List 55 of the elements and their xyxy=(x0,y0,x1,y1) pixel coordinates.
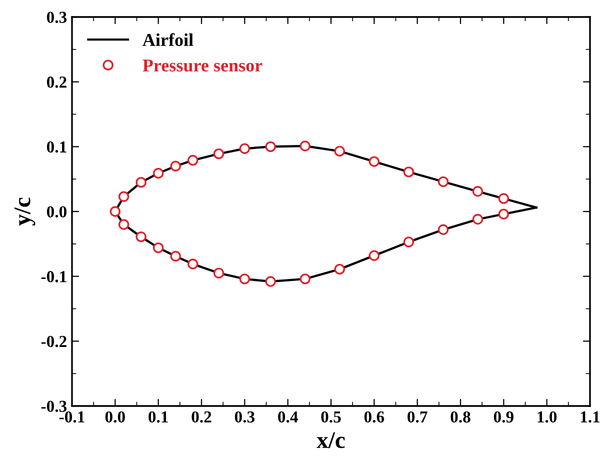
annotation: Airfoil xyxy=(142,33,194,46)
x-tick-label: 0.7 xyxy=(408,411,428,423)
x-tick-label: -0.1 xyxy=(59,411,84,423)
point xyxy=(110,206,121,217)
point xyxy=(136,176,146,188)
y-tick-label: -0.1 xyxy=(41,271,66,282)
point xyxy=(368,156,380,167)
point xyxy=(300,140,310,152)
point xyxy=(334,146,345,157)
point xyxy=(403,166,414,178)
x-axis-title: x/c xyxy=(316,432,345,448)
point xyxy=(239,274,250,284)
y-tick-label: -0.2 xyxy=(41,336,66,348)
legend-label: Pressure sensor xyxy=(142,60,262,72)
y-tick-label: 0.1 xyxy=(46,141,66,153)
point xyxy=(152,168,164,179)
point xyxy=(498,193,510,204)
x-tick-label: 0.6 xyxy=(364,411,384,423)
point xyxy=(213,148,224,160)
point xyxy=(438,224,449,235)
point xyxy=(498,208,510,220)
x-tick-label: 0.1 xyxy=(148,411,168,423)
x-tick-label: 0.9 xyxy=(494,411,514,423)
x-tick-label: 1.1 xyxy=(580,411,600,423)
y-tick-label: -0.3 xyxy=(41,400,67,412)
point xyxy=(403,236,414,248)
point xyxy=(239,143,250,154)
point xyxy=(136,231,146,242)
point xyxy=(300,274,310,284)
point xyxy=(170,160,181,172)
point xyxy=(118,191,130,202)
point xyxy=(438,176,449,188)
x-tick-label: 0.0 xyxy=(105,411,125,423)
point xyxy=(472,214,484,225)
x-tick-label: 0.8 xyxy=(450,411,470,423)
point xyxy=(118,219,130,230)
point xyxy=(213,268,224,278)
point xyxy=(188,258,198,270)
y-tick-label: 0.3 xyxy=(46,12,67,24)
point xyxy=(334,264,345,275)
point xyxy=(170,250,181,262)
point xyxy=(188,154,198,166)
point xyxy=(368,250,380,261)
x-tick-label: 0.5 xyxy=(321,411,341,423)
point xyxy=(152,242,164,254)
x-tick-label: 0.3 xyxy=(234,411,255,423)
y-axis-title: y/c xyxy=(14,198,36,226)
point xyxy=(472,186,484,197)
point xyxy=(265,141,276,152)
x-tick-label: 1.0 xyxy=(538,411,557,423)
y-tick-label: 0.0 xyxy=(46,206,67,218)
x-tick-label: 0.2 xyxy=(192,411,212,423)
y-tick-label: 0.2 xyxy=(46,76,66,88)
x-tick-label: 0.4 xyxy=(278,411,298,423)
point xyxy=(265,276,276,287)
